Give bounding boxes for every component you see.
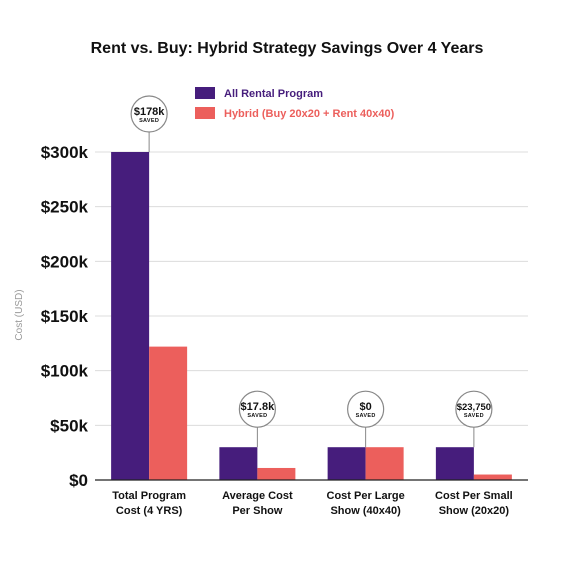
y-tick-label: $200k bbox=[41, 252, 89, 271]
bar-all-rental bbox=[327, 447, 366, 480]
y-tick-label: $150k bbox=[41, 307, 89, 326]
legend-label-all-rental: All Rental Program bbox=[224, 88, 323, 100]
bar-all-rental bbox=[219, 447, 258, 480]
bar-all-rental bbox=[111, 152, 150, 480]
legend: All Rental Program Hybrid (Buy 20x20 + R… bbox=[195, 87, 395, 120]
badge-sub: SAVED bbox=[247, 413, 267, 419]
badge-value: $178k bbox=[134, 106, 165, 118]
badge-value: $0 bbox=[360, 401, 372, 413]
y-tick-label: $100k bbox=[41, 362, 89, 381]
bars bbox=[111, 152, 512, 480]
y-tick-label: $0 bbox=[69, 471, 88, 490]
bar-hybrid bbox=[473, 474, 512, 480]
legend-swatch-all-rental bbox=[195, 87, 215, 99]
badge-sub: SAVED bbox=[139, 118, 159, 124]
chart-title: Rent vs. Buy: Hybrid Strategy Savings Ov… bbox=[91, 40, 484, 57]
x-tick-label: Cost Per Small Show (20x20) bbox=[435, 490, 513, 517]
badge-sub: SAVED bbox=[464, 413, 484, 419]
badge-sub: SAVED bbox=[356, 413, 376, 419]
badge-value: $23,750 bbox=[457, 402, 491, 413]
x-tick-label: Total Program Cost (4 YRS) bbox=[112, 490, 186, 517]
badge-circle bbox=[130, 95, 168, 133]
x-tick-label: Cost Per Large Show (40x40) bbox=[327, 490, 405, 517]
bar-hybrid bbox=[365, 447, 404, 480]
bar-all-rental bbox=[435, 447, 474, 480]
x-tick-label: Average Cost Per Show bbox=[222, 490, 293, 517]
legend-label-hybrid: Hybrid (Buy 20x20 + Rent 40x40) bbox=[224, 108, 395, 120]
bar-hybrid bbox=[257, 467, 296, 480]
y-tick-label: $300k bbox=[41, 143, 89, 162]
badge-circle bbox=[238, 390, 276, 428]
y-axis-ticks: $0 $50k $100k $150k $200k $250k $300k bbox=[41, 143, 89, 490]
legend-swatch-hybrid bbox=[195, 107, 215, 119]
y-axis-label: Cost (USD) bbox=[14, 289, 25, 340]
y-tick-label: $50k bbox=[50, 416, 88, 435]
badge-value: $17.8k bbox=[241, 401, 276, 413]
bar-hybrid bbox=[149, 346, 188, 480]
badge-circle bbox=[455, 390, 493, 428]
x-axis-ticks: Total Program Cost (4 YRS) Average Cost Per… bbox=[112, 490, 512, 517]
badge-circle bbox=[347, 390, 385, 428]
y-tick-label: $250k bbox=[41, 198, 89, 217]
